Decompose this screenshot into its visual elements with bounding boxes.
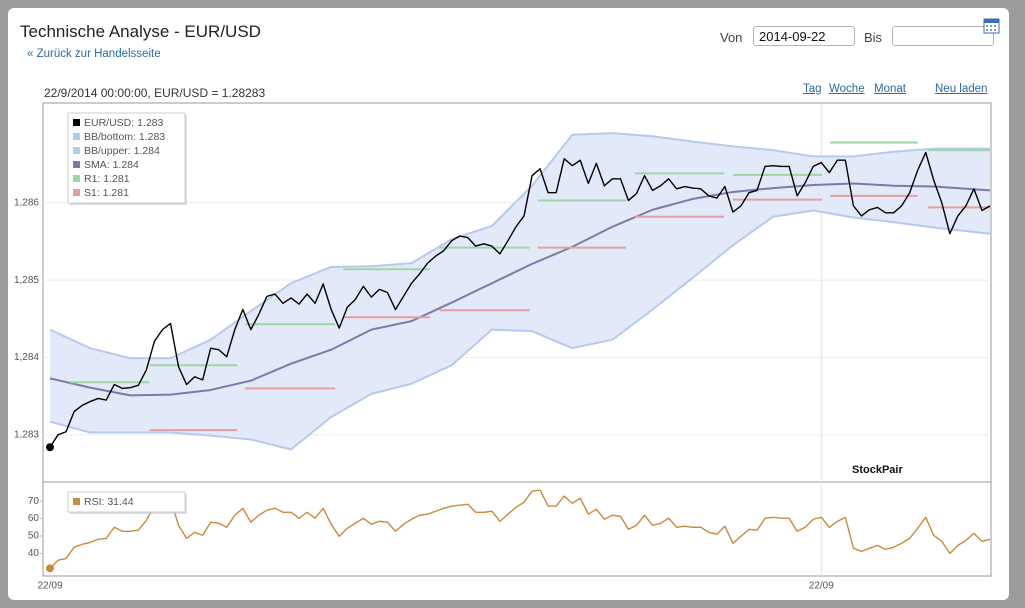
legend-label: R1: 1.281: [84, 173, 130, 185]
y-tick-label: 40: [28, 548, 40, 559]
legend-swatch: [73, 189, 80, 196]
y-tick-label: 1,284: [14, 352, 39, 363]
legend-swatch: [73, 133, 80, 140]
to-label: Bis: [864, 30, 883, 45]
from-input[interactable]: 2014-09-22: [753, 26, 855, 46]
legend-box: [67, 112, 186, 204]
y-tick-label: 60: [28, 513, 40, 524]
legend-label: BB/upper: 1.284: [84, 145, 160, 157]
legend-label: RSI: 31.44: [84, 496, 134, 508]
y-tick-label: 1,283: [14, 429, 39, 440]
legend-label: BB/bottom: 1.283: [84, 131, 165, 143]
legend: EUR/USD: 1.283 BB/bottom: 1.283 BB/upper: …: [67, 112, 187, 205]
calendar-icon[interactable]: [983, 17, 1000, 34]
legend-swatch: [73, 147, 80, 154]
back-link[interactable]: « Zurück zur Handelsseite: [27, 48, 161, 60]
hover-marker: [46, 564, 54, 573]
range-link[interactable]: Monat: [874, 83, 906, 95]
status-line: 22/9/2014 00:00:00, EUR/USD = 1.28283: [44, 86, 266, 100]
legend-label: EUR/USD: 1.283: [84, 117, 164, 129]
page-title: Technische Analyse - EUR/USD: [20, 22, 261, 41]
series-line: [49, 151, 991, 448]
series-line: [49, 182, 991, 397]
y-tick-label: 1,285: [14, 275, 39, 286]
x-tick-label: 22/09: [809, 581, 834, 592]
legend-box: [67, 491, 186, 513]
reload-link[interactable]: Neu laden: [935, 83, 988, 95]
hover-marker: [46, 443, 54, 452]
y-tick-label: 1,286: [14, 197, 39, 208]
watermark: StockPair: [852, 464, 903, 476]
legend-swatch: [73, 119, 80, 126]
legend-label: SMA: 1.284: [84, 159, 139, 171]
plot-frame: [42, 102, 992, 577]
range-link[interactable]: Woche: [829, 83, 865, 95]
series-line: [49, 209, 991, 451]
from-label: Von: [720, 30, 743, 45]
legend-swatch: [73, 498, 80, 505]
range-link[interactable]: Tag: [803, 83, 822, 95]
x-tick-label: 22/09: [37, 581, 62, 592]
series-line: [49, 489, 991, 569]
legend-label: S1: 1.281: [84, 187, 129, 199]
to-input[interactable]: [892, 26, 994, 46]
band-fill: [50, 133, 990, 450]
legend-swatch: [73, 161, 80, 168]
legend: RSI: 31.44: [67, 491, 187, 514]
series-line: [49, 132, 990, 360]
legend-swatch: [73, 175, 80, 182]
y-tick-label: 50: [28, 531, 40, 542]
y-tick-label: 70: [28, 496, 40, 507]
